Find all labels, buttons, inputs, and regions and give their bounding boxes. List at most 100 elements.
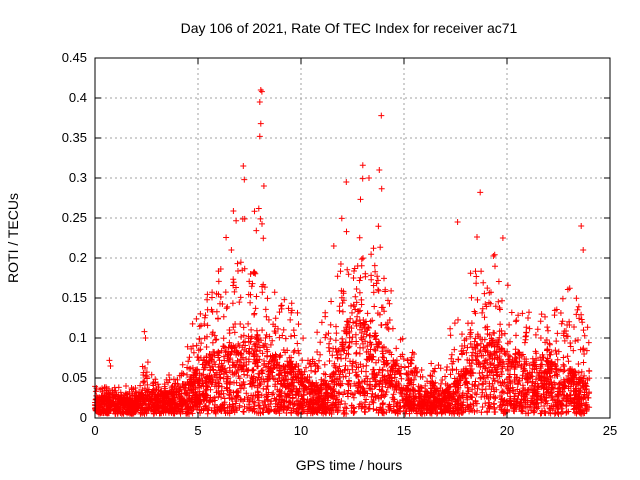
data-point <box>361 378 368 384</box>
data-point <box>357 196 364 203</box>
data-point <box>501 379 508 386</box>
y-tick-label: 0.1 <box>69 330 87 345</box>
data-point <box>296 385 303 392</box>
data-point <box>140 379 147 386</box>
data-point <box>230 208 237 214</box>
data-point <box>498 345 505 352</box>
data-point <box>300 335 307 342</box>
data-point <box>347 383 354 389</box>
data-point <box>398 384 405 391</box>
data-point <box>253 348 260 355</box>
data-point <box>265 316 272 323</box>
data-point <box>522 401 529 408</box>
data-point <box>93 396 100 402</box>
data-point <box>469 394 476 401</box>
data-point <box>573 400 580 407</box>
data-point <box>563 392 570 399</box>
data-point <box>352 369 359 376</box>
x-tick-label: 25 <box>603 423 617 438</box>
data-point <box>251 399 258 406</box>
data-point <box>429 373 436 380</box>
data-point <box>161 383 168 390</box>
data-point <box>375 381 382 388</box>
data-point <box>539 354 546 361</box>
data-point <box>317 339 324 346</box>
data-point <box>241 359 247 366</box>
data-point <box>142 372 149 379</box>
data-point <box>213 308 220 315</box>
data-point <box>356 234 363 241</box>
data-point <box>467 329 474 336</box>
data-point <box>357 389 364 396</box>
data-point <box>533 350 540 357</box>
data-point <box>342 355 349 362</box>
points-layer <box>92 87 593 417</box>
data-point <box>240 163 247 169</box>
data-point <box>377 244 384 251</box>
data-point <box>479 380 486 387</box>
data-point <box>381 354 387 361</box>
data-point <box>195 354 202 361</box>
data-point <box>286 354 293 361</box>
data-point <box>376 311 383 318</box>
data-point <box>247 338 254 345</box>
data-point <box>326 348 333 355</box>
data-point <box>221 357 228 364</box>
data-point <box>352 359 359 366</box>
data-point <box>227 389 234 395</box>
data-point <box>224 303 231 310</box>
data-point <box>451 320 458 327</box>
data-point <box>471 382 478 389</box>
data-point <box>332 337 339 344</box>
data-point <box>497 393 503 399</box>
data-point <box>203 386 210 393</box>
data-point <box>288 300 295 307</box>
data-point <box>107 390 114 397</box>
data-point <box>442 393 448 400</box>
data-point <box>338 294 345 301</box>
data-point <box>367 346 374 353</box>
data-point <box>142 335 149 341</box>
data-point <box>237 396 244 403</box>
data-point <box>432 387 439 394</box>
data-point <box>193 315 200 322</box>
data-point <box>371 303 378 310</box>
data-point <box>256 133 263 140</box>
data-point <box>258 376 265 382</box>
data-point <box>322 313 329 320</box>
data-point <box>112 387 119 394</box>
data-point <box>404 357 411 364</box>
data-point <box>401 364 408 371</box>
data-point <box>262 306 269 313</box>
chart-title: Day 106 of 2021, Rate Of TEC Index for r… <box>181 20 518 36</box>
data-point <box>579 346 586 353</box>
data-point <box>275 391 282 398</box>
data-point <box>487 300 494 307</box>
data-point <box>504 406 511 413</box>
data-point <box>270 365 277 372</box>
data-point <box>472 310 479 317</box>
data-point <box>461 337 468 344</box>
data-point <box>226 381 233 388</box>
data-point <box>523 324 530 331</box>
data-point <box>510 406 517 412</box>
data-point <box>216 390 223 397</box>
data-point <box>563 328 569 334</box>
data-point <box>473 280 480 287</box>
data-point <box>406 375 412 382</box>
data-point <box>379 383 386 390</box>
data-point <box>295 375 302 382</box>
data-point <box>230 276 237 283</box>
data-point <box>265 368 272 375</box>
data-point <box>144 392 151 399</box>
data-point <box>468 294 475 301</box>
data-point <box>580 359 587 366</box>
data-point <box>190 383 197 390</box>
data-point <box>571 324 577 330</box>
data-point <box>389 367 396 374</box>
data-point <box>379 366 386 373</box>
data-point <box>478 352 485 359</box>
data-point <box>242 338 248 345</box>
data-point <box>523 329 530 336</box>
data-point <box>199 377 206 384</box>
